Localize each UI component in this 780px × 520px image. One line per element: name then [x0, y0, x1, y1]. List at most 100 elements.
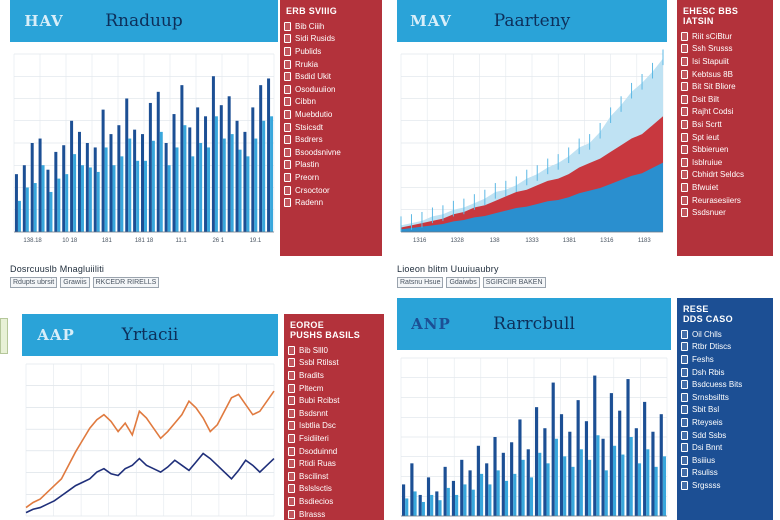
bar [70, 120, 74, 232]
sidebar-item[interactable]: Dsit Bilt [681, 93, 769, 106]
sidebar-item[interactable]: Bsdsnnt [288, 407, 380, 420]
sidebar-item[interactable]: Rtbr Dtiscs [681, 341, 769, 354]
sidebar-item[interactable]: Bslslsctis [288, 483, 380, 496]
sidebar-item[interactable]: Spt ieut [681, 131, 769, 144]
sidebar-item[interactable]: Kebtsus 8B [681, 68, 769, 81]
sidebar-item[interactable]: Sbit Bsl [681, 404, 769, 417]
bar [156, 91, 160, 232]
bar [180, 85, 184, 233]
sidebar-item[interactable]: Cibbn [284, 96, 378, 109]
sidebar-item[interactable]: Crsoctoor [284, 184, 378, 197]
sidebar-item[interactable]: Rrukia [284, 58, 378, 71]
bar [510, 442, 514, 516]
sidebar-item[interactable]: Publids [284, 45, 378, 58]
panel-1-title: Rnaduup [105, 11, 183, 31]
sidebar-item-label: Radenn [295, 198, 324, 208]
sidebar-item-label: Bscilinst [299, 471, 329, 481]
sidebar-item[interactable]: Bubi Rcibst [288, 394, 380, 407]
bar [259, 85, 263, 233]
sidebar-item[interactable]: Muebdutio [284, 108, 378, 121]
sidebar-item[interactable]: Bsi Scrtt [681, 118, 769, 131]
bullet-icon [681, 69, 688, 79]
sidebar-item[interactable]: Isbtlia Dsc [288, 420, 380, 433]
sidebar-item[interactable]: Bit Sit Bliore [681, 80, 769, 93]
sidebar-item[interactable]: Bib Slll0 [288, 344, 380, 357]
sidebar-item[interactable]: Rajht Codsi [681, 106, 769, 119]
sidebar-item[interactable]: Bsoodsnivne [284, 146, 378, 159]
sidebar-item[interactable]: Bsdid Ukit [284, 70, 378, 83]
sidebar-item[interactable]: Rtidi Ruas [288, 457, 380, 470]
sidebar-item[interactable]: Ssbl Rtilsst [288, 357, 380, 370]
bullet-icon [681, 107, 688, 117]
bullet-icon [288, 358, 295, 368]
sidebar-item-label: Isblruiue [692, 157, 723, 167]
sidebar-item[interactable]: Osoduuiion [284, 83, 378, 96]
sidebar-item[interactable]: Fsidiiteri [288, 432, 380, 445]
sidebar-item[interactable]: Bradits [288, 369, 380, 382]
panel-3-sidebar: EOROE PUSHS BASILS Bib Slll0 Ssbl Rtilsst… [284, 314, 384, 520]
sidebar-item[interactable]: Bib Ciiih [284, 20, 378, 33]
sidebar-item-label: Stsicsdt [295, 122, 324, 132]
x-tick-label: 181 [102, 238, 113, 244]
sidebar-item[interactable]: Radenn [284, 196, 378, 209]
panel-3-header: AAP Yrtacii [22, 314, 278, 356]
sidebar-item[interactable]: Cbhidrt Seldcs [681, 169, 769, 182]
bar [493, 437, 497, 516]
bar [446, 487, 450, 516]
bar [571, 466, 575, 516]
bar [626, 379, 630, 516]
sidebar-item[interactable]: Bsdiecios [288, 495, 380, 508]
bar [136, 160, 140, 232]
sidebar-item-label: Ssbl Rtilsst [299, 358, 339, 368]
sidebar-item[interactable]: Ssh Srusss [681, 43, 769, 56]
sidebar-item[interactable]: Reurasesiiers [681, 194, 769, 207]
bar [604, 470, 608, 516]
sidebar-item[interactable]: Dsi Bnnt [681, 441, 769, 454]
sidebar-item[interactable]: Isi Stapuiit [681, 55, 769, 68]
bullet-icon [681, 480, 688, 490]
bar [25, 187, 29, 232]
bar [463, 484, 467, 516]
sidebar-item[interactable]: Bsiiius [681, 454, 769, 467]
sidebar-item-label: Kebtsus 8B [692, 69, 733, 79]
sidebar-item[interactable]: Pltecm [288, 382, 380, 395]
sidebar-item[interactable]: Riit sCiBtur [681, 30, 769, 43]
sidebar-item-label: Bit Sit Bliore [692, 82, 736, 92]
sidebar-item-label: Bslslsctis [299, 484, 332, 494]
sidebar-item[interactable]: Rsuliss [681, 467, 769, 480]
sidebar-item-label: Pltecm [299, 383, 324, 393]
sidebar-item[interactable]: Bfwuiet [681, 181, 769, 194]
sidebar-item[interactable]: Ssdsnuer [681, 206, 769, 219]
sidebar-item[interactable]: Oil Chlls [681, 328, 769, 341]
sidebar-item[interactable]: Bsdrers [284, 133, 378, 146]
bullet-icon [288, 433, 295, 443]
sidebar-item[interactable]: Stsicsdt [284, 121, 378, 134]
bullet-icon [681, 354, 688, 364]
sidebar-item[interactable]: Feshs [681, 353, 769, 366]
sidebar-item[interactable]: Bscilinst [288, 470, 380, 483]
sidebar-item[interactable]: Srnsbsiltts [681, 391, 769, 404]
sidebar-item[interactable]: Rteyseis [681, 416, 769, 429]
sidebar-item[interactable]: Sbbieruen [681, 143, 769, 156]
sidebar-item[interactable]: Srgssss [681, 479, 769, 492]
panel-2-plot: 1316 1328 138 1333 1381 1316 1183 [397, 48, 667, 244]
panel-3-sidebar-list: Bib Slll0 Ssbl Rtilsst Bradits Pltecm Bubi R… [284, 344, 384, 520]
sidebar-item[interactable]: Plastin [284, 159, 378, 172]
sidebar-item[interactable]: Sidi Rusids [284, 33, 378, 46]
series-line [25, 390, 275, 509]
bar [243, 131, 247, 232]
bar [559, 414, 564, 516]
sidebar-item[interactable]: Preorn [284, 171, 378, 184]
sidebar-item[interactable]: Dsh Rbis [681, 366, 769, 379]
sidebar-item[interactable]: Bsdcuess Bits [681, 378, 769, 391]
sidebar-item-label: Dsi Bnnt [692, 443, 723, 453]
sidebar-item[interactable]: Dsoduinnd [288, 445, 380, 458]
sidebar-item-label: Feshs [692, 354, 714, 364]
bullet-icon [288, 383, 295, 393]
bullet-icon [284, 185, 291, 195]
sidebar-item[interactable]: Sdd Ssbs [681, 429, 769, 442]
bar [133, 129, 137, 232]
sidebar-item[interactable]: Blrasss [288, 508, 380, 520]
bar [593, 375, 597, 516]
sidebar-item[interactable]: Isblruiue [681, 156, 769, 169]
